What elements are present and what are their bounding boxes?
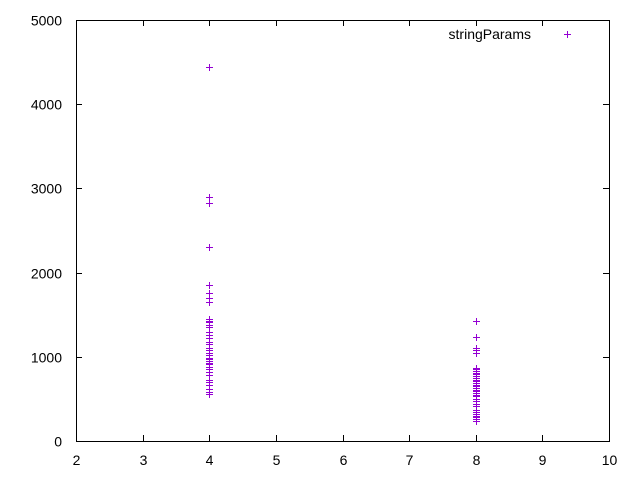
x-tick-label: 6 bbox=[340, 452, 348, 468]
data-point bbox=[206, 194, 213, 201]
plot-frame bbox=[76, 20, 610, 442]
data-points bbox=[206, 64, 480, 425]
x-tick-label: 7 bbox=[406, 452, 414, 468]
legend-marker bbox=[564, 31, 571, 38]
y-tick-label: 5000 bbox=[31, 13, 62, 29]
legend-marker-plus bbox=[564, 31, 571, 38]
tick-labels: 2 3 4 5 6 7 8 9 10 0 1000 2000 3000 4000 5000 bbox=[31, 13, 618, 469]
x-tick-label: 2 bbox=[73, 452, 81, 468]
y-tick-label: 2000 bbox=[31, 266, 62, 282]
x-tick-label: 4 bbox=[206, 452, 214, 468]
legend: stringParams bbox=[449, 26, 571, 42]
axis-ticks bbox=[76, 20, 610, 442]
data-point bbox=[473, 418, 480, 425]
x-tick-label: 10 bbox=[602, 452, 618, 468]
data-point bbox=[206, 200, 213, 207]
data-point bbox=[206, 244, 213, 251]
y-tick-label: 4000 bbox=[31, 97, 62, 113]
x-tick-label: 8 bbox=[473, 452, 481, 468]
data-point bbox=[206, 299, 213, 306]
y-tick-label: 1000 bbox=[31, 350, 62, 366]
data-point bbox=[473, 318, 480, 325]
y-tick-label: 3000 bbox=[31, 181, 62, 197]
data-point bbox=[206, 391, 213, 398]
data-point bbox=[206, 282, 213, 289]
data-point bbox=[473, 334, 480, 341]
y-tick-label: 0 bbox=[54, 434, 62, 450]
x-tick-label: 5 bbox=[273, 452, 281, 468]
legend-label: stringParams bbox=[449, 26, 531, 42]
data-point bbox=[473, 350, 480, 357]
series-stringParams bbox=[206, 64, 480, 425]
x-tick-label: 3 bbox=[140, 452, 148, 468]
x-tick-label: 9 bbox=[539, 452, 547, 468]
data-point bbox=[206, 64, 213, 71]
